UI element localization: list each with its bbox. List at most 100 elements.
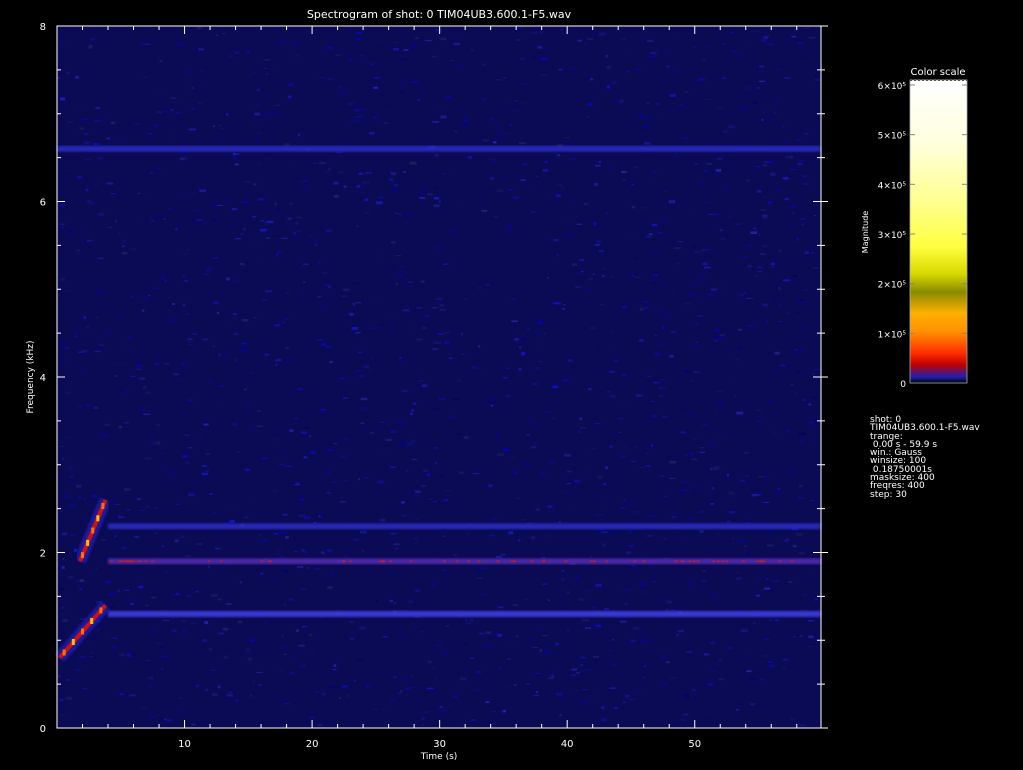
noise-speck	[518, 346, 522, 349]
noise-speck	[628, 698, 636, 701]
noise-speck	[714, 412, 718, 415]
noise-speck	[800, 218, 806, 220]
noise-speck	[481, 593, 488, 597]
noise-speck	[393, 184, 399, 186]
noise-speck	[358, 351, 363, 354]
noise-speck	[475, 568, 483, 571]
noise-speck	[373, 708, 378, 710]
noise-speck	[620, 406, 628, 408]
noise-speck	[154, 506, 158, 509]
noise-speck	[807, 405, 813, 409]
noise-speck	[163, 218, 166, 220]
noise-speck	[722, 43, 727, 45]
noise-speck	[683, 542, 689, 544]
noise-speck	[605, 466, 608, 470]
noise-speck	[81, 370, 86, 372]
noise-speck	[756, 578, 762, 580]
noise-speck	[205, 453, 211, 456]
noise-speck	[813, 439, 815, 441]
band-hotspot	[119, 560, 123, 563]
noise-speck	[283, 653, 288, 656]
noise-speck	[281, 321, 286, 324]
noise-speck	[797, 496, 803, 500]
noise-speck	[416, 307, 422, 309]
noise-speck	[547, 505, 553, 509]
noise-speck	[575, 576, 578, 579]
noise-speck	[443, 572, 447, 575]
noise-speck	[440, 115, 447, 119]
noise-speck	[102, 154, 108, 156]
noise-speck	[162, 655, 168, 658]
noise-speck	[706, 293, 714, 296]
noise-speck	[85, 600, 91, 603]
noise-speck	[798, 238, 802, 241]
noise-speck	[232, 152, 236, 156]
noise-speck	[218, 353, 221, 357]
noise-speck	[168, 208, 173, 210]
noise-speck	[441, 172, 445, 175]
noise-speck	[345, 694, 350, 697]
noise-speck	[661, 326, 665, 329]
chirp-0-peak	[71, 639, 75, 646]
noise-speck	[409, 686, 417, 688]
noise-speck	[513, 683, 517, 687]
noise-speck	[150, 172, 153, 175]
noise-speck	[547, 599, 551, 601]
noise-speck	[439, 304, 444, 307]
noise-speck	[778, 287, 781, 290]
noise-speck	[513, 100, 518, 102]
noise-speck	[186, 595, 192, 597]
noise-speck	[691, 46, 696, 48]
noise-speck	[619, 37, 627, 40]
noise-speck	[64, 495, 71, 498]
noise-speck	[321, 272, 328, 274]
noise-speck	[60, 97, 66, 101]
noise-speck	[522, 163, 528, 166]
noise-speck	[764, 628, 770, 630]
noise-speck	[303, 516, 311, 520]
noise-speck	[746, 245, 752, 247]
noise-speck	[441, 529, 444, 531]
noise-speck	[299, 498, 304, 501]
noise-speck	[693, 250, 700, 253]
noise-speck	[348, 102, 354, 105]
noise-speck	[606, 85, 610, 89]
noise-speck	[157, 167, 161, 171]
info-line: 0.00 s - 59.9 s	[870, 439, 938, 450]
noise-speck	[516, 497, 520, 500]
noise-speck	[503, 448, 510, 452]
noise-speck	[267, 153, 272, 155]
noise-speck	[658, 310, 663, 312]
noise-speck	[599, 527, 604, 531]
noise-speck	[581, 688, 588, 691]
noise-speck	[398, 266, 404, 268]
noise-speck	[593, 656, 600, 658]
noise-speck	[264, 120, 270, 122]
noise-speck	[694, 163, 699, 165]
noise-speck	[764, 587, 771, 590]
noise-speck	[295, 222, 299, 225]
noise-speck	[595, 240, 602, 243]
noise-speck	[519, 83, 527, 85]
noise-speck	[645, 235, 652, 238]
noise-speck	[201, 472, 208, 476]
noise-speck	[86, 325, 90, 329]
noise-speck	[640, 691, 645, 695]
noise-speck	[451, 229, 456, 232]
noise-speck	[364, 181, 371, 184]
noise-speck	[713, 635, 718, 638]
noise-speck	[682, 693, 689, 696]
noise-speck	[85, 404, 93, 406]
noise-speck	[671, 515, 676, 518]
noise-speck	[678, 104, 683, 106]
noise-speck	[671, 241, 675, 243]
noise-speck	[690, 379, 693, 382]
noise-speck	[688, 518, 692, 520]
noise-speck	[364, 198, 369, 202]
noise-speck	[774, 351, 780, 355]
noise-speck	[413, 402, 417, 405]
noise-speck	[807, 619, 814, 622]
noise-speck	[472, 472, 480, 474]
noise-speck	[442, 535, 446, 537]
noise-speck	[594, 182, 598, 186]
